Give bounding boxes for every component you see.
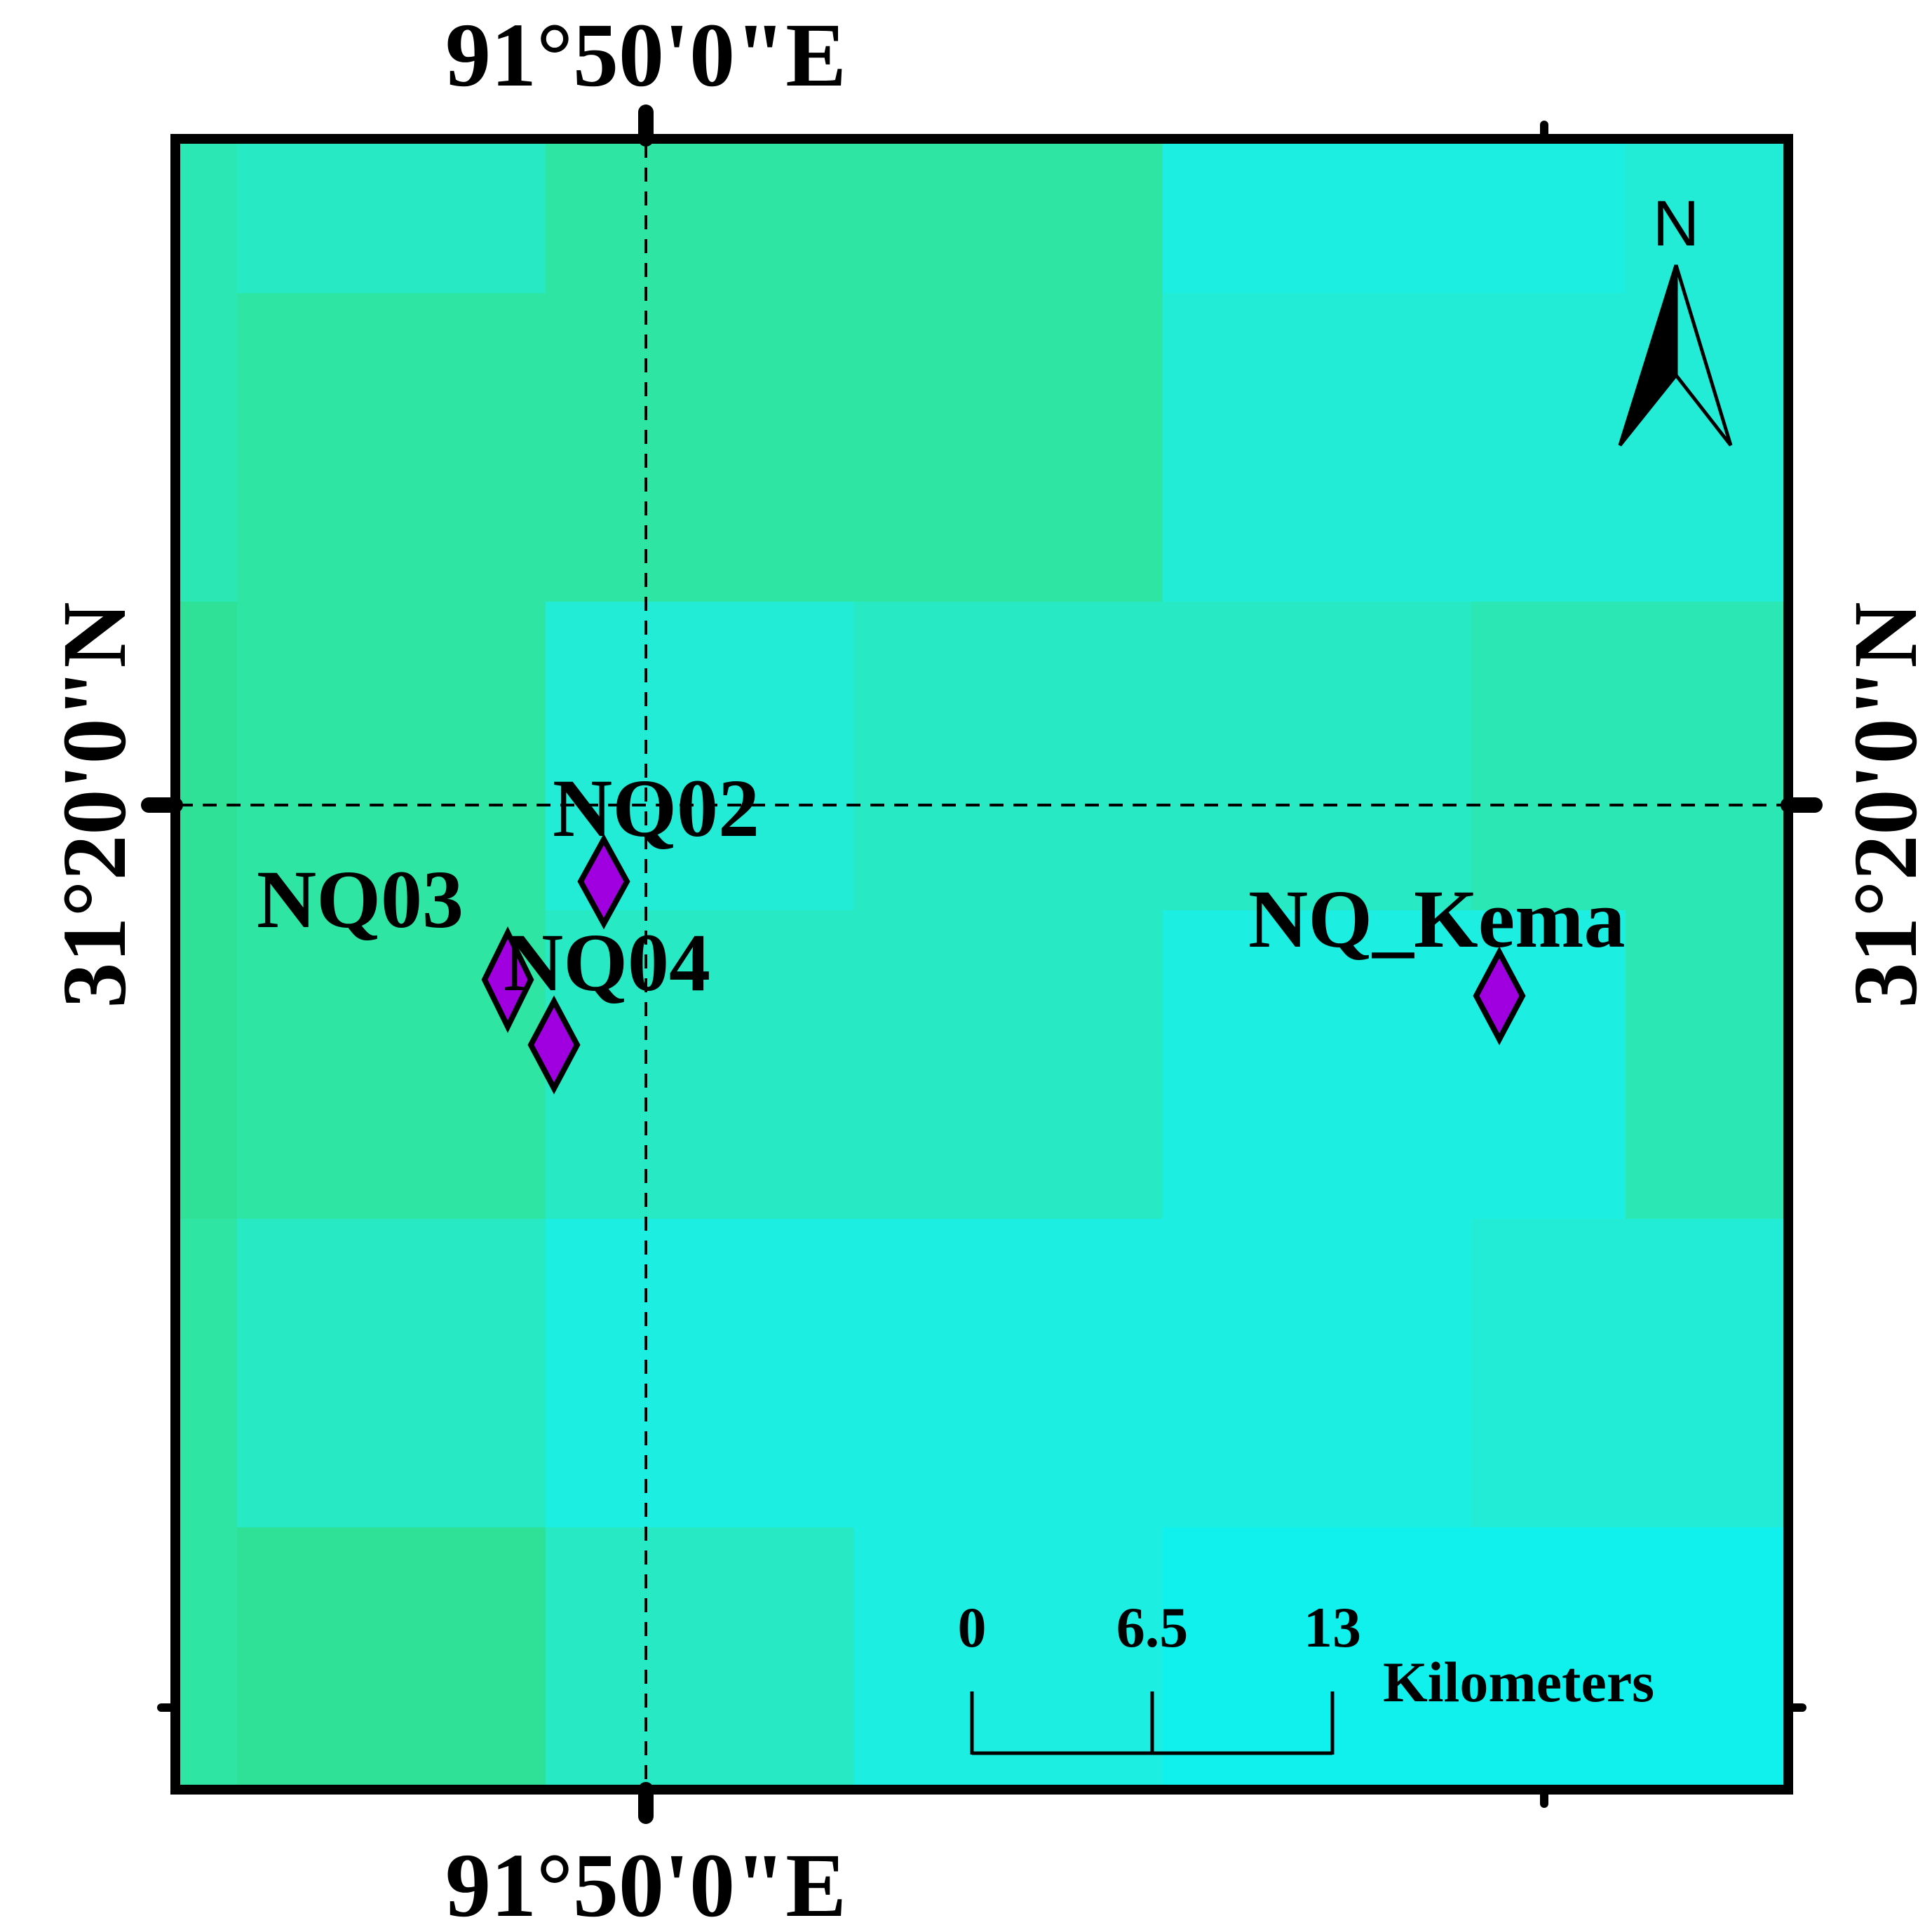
raster-cell [180,144,238,294]
frame-ticks [141,104,1823,1824]
raster-cell [854,1219,1163,1528]
north-arrow-label: N [1653,188,1699,259]
raster-cell [237,602,392,911]
latitude-label-left: 31°20'0"N [44,602,145,1008]
raster-cell [1471,293,1626,602]
raster-cell [546,1527,701,1785]
raster-cell [546,602,701,911]
raster-cell [1626,144,1785,294]
scale-bar-unit: Kilometers [1383,1650,1654,1714]
site-label-nq02: NQ02 [553,762,759,854]
north-arrow: N [1618,188,1733,447]
raster-cell [391,1219,546,1528]
raster-cell [854,144,1163,294]
raster-cell [854,293,1163,602]
site-label-nq03: NQ03 [257,853,464,945]
raster-cell [237,1219,392,1528]
raster-layer [180,144,1785,1785]
raster-cell [546,293,701,602]
raster-cell [1163,910,1472,1220]
raster-cell [237,910,392,1220]
raster-cell [391,602,546,911]
raster-cell [237,1527,392,1785]
raster-cell [546,144,701,294]
raster-cell [391,293,546,602]
raster-cell [237,144,392,294]
scale-bar-label-0: 0 [958,1595,987,1659]
raster-cell [1626,1219,1785,1528]
raster-cell [700,1527,855,1785]
site-label-nq04: NQ04 [504,917,710,1008]
site-marker-nq-kema[interactable] [1473,946,1526,1046]
north-arrow-right-half [1674,264,1733,447]
site-label-nq-kema: NQ_Kema [1248,873,1625,965]
raster-cell [700,144,855,294]
raster-cell [180,1219,238,1528]
raster-cell [854,602,1163,911]
raster-cell [180,1527,238,1785]
raster-cell [1471,144,1626,294]
raster-cell [700,602,855,911]
site-markers [481,833,1526,1095]
raster-cell [700,293,855,602]
raster-cell [1471,1219,1626,1528]
raster-cell [1471,1527,1626,1785]
raster-cell [854,910,1163,1220]
scale-bar-label-1: 6.5 [1116,1595,1189,1659]
raster-cell [1163,144,1472,294]
raster-cell [237,293,392,602]
scale-bar-label-2: 13 [1304,1595,1361,1659]
longitude-label-bottom: 91°50'0"E [445,1835,846,1932]
raster-cell [1471,602,1626,911]
raster-cell [700,910,855,1220]
raster-cell [180,293,238,602]
raster-cell [180,602,238,911]
site-marker-nq03[interactable] [481,926,534,1034]
raster-cell [1626,1527,1785,1785]
raster-cell [1626,293,1785,602]
raster-cell [1626,602,1785,911]
scale-bar: 0 6.5 13 Kilometers [958,1595,1654,1755]
map-frame [170,134,1793,1795]
longitude-label-top: 91°50'0"E [445,5,846,106]
site-marker-nq04[interactable] [527,995,581,1095]
raster-cell [1626,910,1785,1220]
raster-cell [700,1219,855,1528]
raster-cell [1163,1219,1472,1528]
raster-cell [546,1219,701,1528]
raster-cell [391,1527,546,1785]
raster-cell [1163,293,1472,602]
raster-cell [1163,1527,1472,1785]
latitude-label-right: 31°20'0"N [1835,602,1932,1008]
raster-cell [854,1527,1163,1785]
raster-cell [546,910,701,1220]
raster-cell [391,144,546,294]
raster-cell [1163,602,1472,911]
raster-cell [180,910,238,1220]
site-marker-nq02[interactable] [577,833,630,930]
